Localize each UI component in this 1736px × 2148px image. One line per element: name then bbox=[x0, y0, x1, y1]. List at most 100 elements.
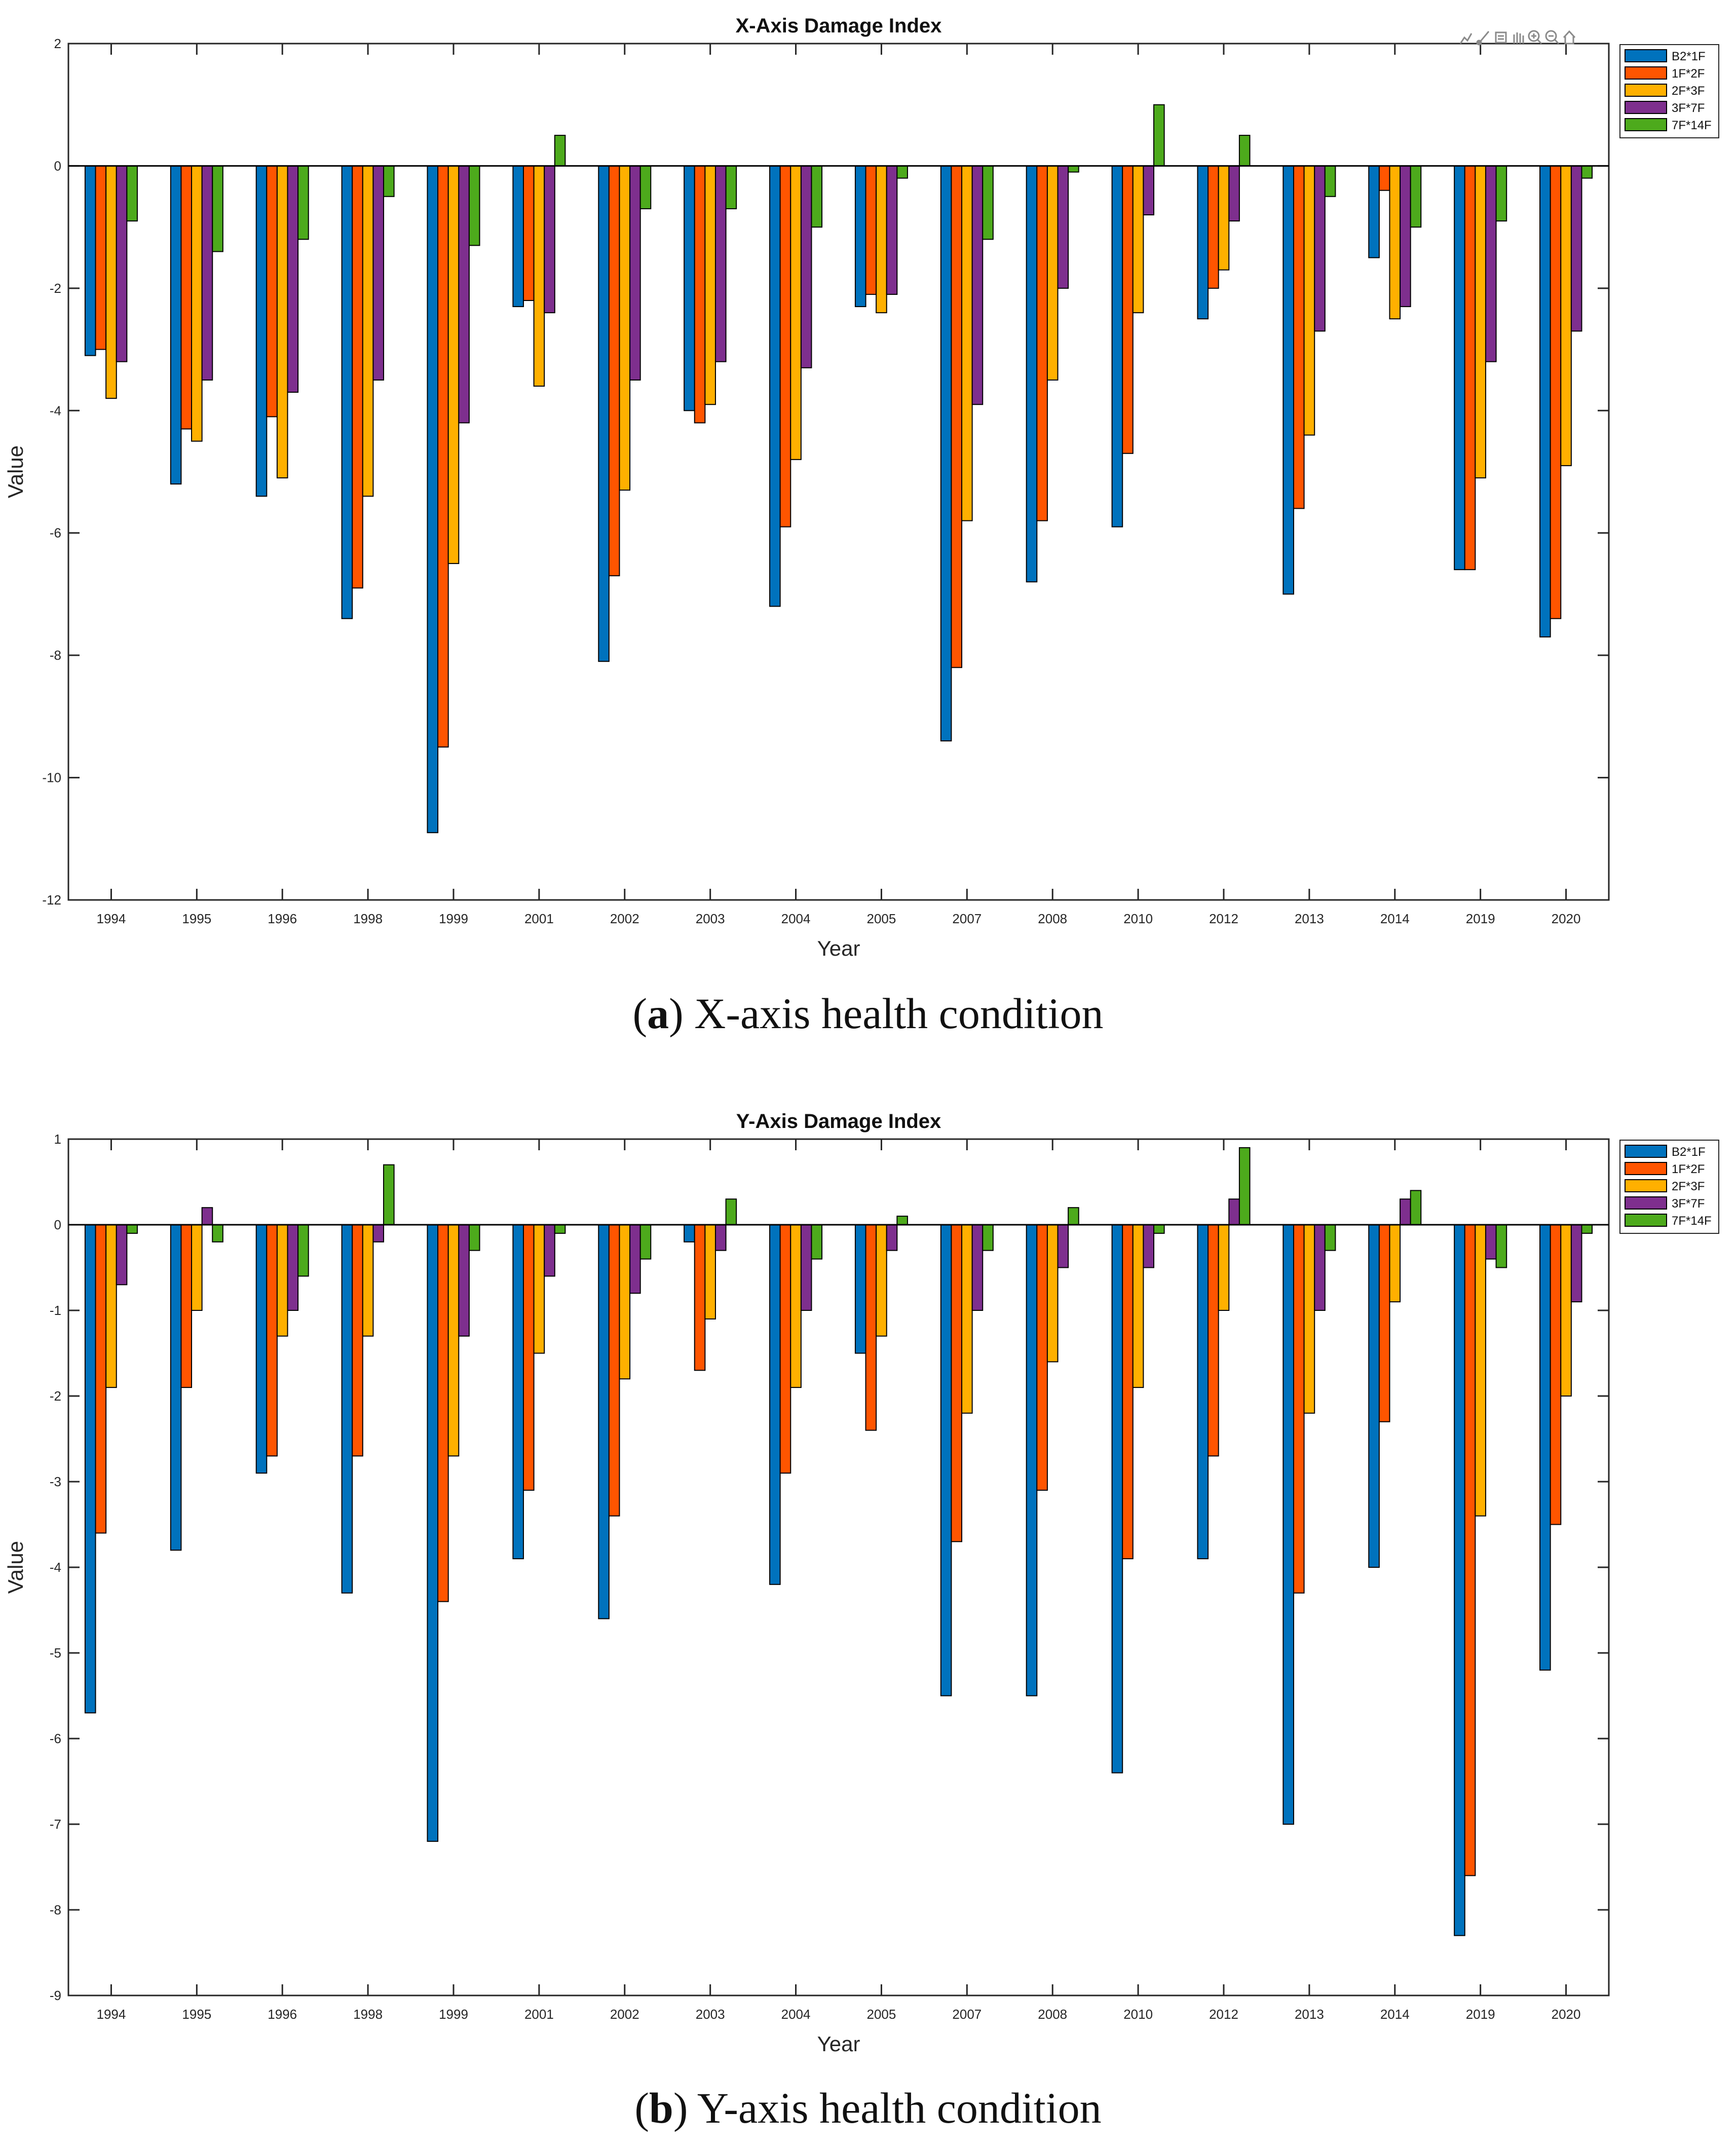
bar-B2*1F-1994 bbox=[84, 165, 96, 356]
y-axis-label: Value bbox=[4, 445, 27, 498]
bar-7F*14F-2013 bbox=[1324, 165, 1336, 197]
bar-B2*1F-2001 bbox=[512, 165, 524, 308]
bar-3F*7F-2008 bbox=[1057, 1224, 1069, 1268]
bar-1F*2F-2019 bbox=[1464, 165, 1476, 571]
bar-2F*3F-2005 bbox=[876, 165, 887, 314]
y-tick-label: -12 bbox=[42, 892, 61, 908]
bar-3F*7F-2010 bbox=[1143, 1224, 1155, 1268]
bar-1F*2F-2010 bbox=[1122, 1224, 1134, 1560]
legend-label-1F*2F: 1F*2F bbox=[1672, 1162, 1705, 1176]
bar-3F*7F-1999 bbox=[458, 1224, 470, 1337]
bar-B2*1F-2003 bbox=[684, 1224, 695, 1242]
bar-7F*14F-2010 bbox=[1153, 1224, 1165, 1234]
series-3F*7F bbox=[116, 165, 1582, 424]
bar-B2*1F-2003 bbox=[684, 165, 695, 411]
bar-3F*7F-2010 bbox=[1143, 165, 1155, 215]
legend-label-B2*1F: B2*1F bbox=[1672, 50, 1706, 63]
bar-1F*2F-1994 bbox=[95, 165, 107, 350]
bar-B2*1F-2014 bbox=[1368, 1224, 1380, 1568]
bar-B2*1F-1995 bbox=[170, 165, 182, 485]
x-tick-label: 2012 bbox=[1209, 911, 1238, 926]
x-tick-label: 2001 bbox=[524, 911, 554, 926]
y-tick-label: -4 bbox=[50, 403, 61, 418]
pan-icon[interactable] bbox=[1513, 32, 1524, 44]
bar-3F*7F-2004 bbox=[800, 165, 812, 368]
x-tick-label: 2020 bbox=[1552, 2007, 1581, 2022]
bar-2F*3F-2001 bbox=[533, 165, 545, 387]
datatip-icon[interactable] bbox=[1495, 31, 1507, 44]
bar-1F*2F-2003 bbox=[694, 165, 706, 424]
zoom-out-icon[interactable] bbox=[1545, 30, 1560, 45]
x-tick-label: 1996 bbox=[268, 2007, 297, 2022]
bar-2F*3F-2007 bbox=[961, 165, 973, 521]
bar-3F*7F-2005 bbox=[886, 165, 898, 295]
bar-2F*3F-2001 bbox=[533, 1224, 545, 1354]
legend-label-7F*14F: 7F*14F bbox=[1672, 119, 1712, 132]
series-1F*2F bbox=[95, 1224, 1562, 1876]
bar-3F*7F-2019 bbox=[1485, 1224, 1497, 1260]
caption-b-text: Y-axis health condition bbox=[697, 2084, 1102, 2132]
bar-B2*1F-2019 bbox=[1454, 1224, 1465, 1936]
bar-B2*1F-2012 bbox=[1197, 165, 1209, 320]
y-tick-label: -5 bbox=[50, 1645, 61, 1661]
y-tick-label: 2 bbox=[54, 36, 61, 51]
bar-1F*2F-2010 bbox=[1122, 165, 1134, 454]
bar-3F*7F-2007 bbox=[971, 165, 984, 405]
legend-label-2F*3F: 2F*3F bbox=[1672, 1180, 1705, 1193]
chart-x-axis: 2 0 -2 -4 -6 -8 -10 -12 1994 1995 1996 1998 1999 2001… bbox=[4, 15, 1719, 960]
legend-swatch-7F*14F bbox=[1625, 1214, 1667, 1227]
bar-B2*1F-1996 bbox=[255, 1224, 268, 1474]
home-icon[interactable] bbox=[1563, 30, 1576, 45]
bar-B2*1F-2013 bbox=[1282, 165, 1294, 595]
bar-1F*2F-2014 bbox=[1378, 165, 1390, 191]
bar-3F*7F-1996 bbox=[287, 1224, 299, 1311]
bar-1F*2F-2007 bbox=[951, 1224, 963, 1542]
bar-B2*1F-1998 bbox=[341, 165, 353, 619]
bar-2F*3F-2004 bbox=[790, 165, 802, 460]
bar-B2*1F-1999 bbox=[427, 1224, 439, 1842]
bar-B2*1F-2007 bbox=[940, 165, 952, 742]
y-tick-label: -9 bbox=[50, 1988, 61, 2003]
bar-2F*3F-1998 bbox=[362, 165, 374, 497]
bar-3F*7F-2013 bbox=[1314, 165, 1326, 332]
bar-7F*14F-2012 bbox=[1238, 1147, 1251, 1225]
bar-B2*1F-2008 bbox=[1026, 165, 1038, 583]
bar-7F*14F-2012 bbox=[1238, 135, 1251, 167]
bar-2F*3F-2013 bbox=[1303, 165, 1315, 436]
bar-3F*7F-2002 bbox=[629, 165, 641, 381]
bar-B2*1F-1996 bbox=[255, 165, 268, 497]
y-tick-label: 0 bbox=[54, 1217, 61, 1232]
bar-7F*14F-2002 bbox=[639, 1224, 652, 1260]
bar-7F*14F-2019 bbox=[1495, 165, 1507, 222]
chart-y-axis: 1 0 -1 -2 -3 -4 -5 -6 -7 -8 -9 1994 1995 1996 1998 1999… bbox=[4, 1110, 1719, 2056]
bar-3F*7F-1999 bbox=[458, 165, 470, 424]
x-tick-label: 1999 bbox=[439, 2007, 468, 2022]
bar-3F*7F-2003 bbox=[714, 1224, 727, 1251]
legend-swatch-3F*7F bbox=[1625, 101, 1667, 114]
bar-B2*1F-1998 bbox=[341, 1224, 353, 1594]
bar-2F*3F-2010 bbox=[1132, 165, 1144, 314]
bar-7F*14F-2007 bbox=[982, 165, 994, 240]
bar-1F*2F-2020 bbox=[1550, 165, 1562, 619]
export-icon[interactable] bbox=[1459, 33, 1473, 44]
bar-7F*14F-1996 bbox=[297, 1224, 309, 1277]
x-tick-label: 2002 bbox=[610, 2007, 639, 2022]
plot-area bbox=[67, 1138, 1610, 1996]
bar-1F*2F-2003 bbox=[694, 1224, 706, 1371]
bar-3F*7F-2005 bbox=[886, 1224, 898, 1251]
bar-7F*14F-2010 bbox=[1153, 104, 1165, 167]
brush-icon[interactable] bbox=[1476, 31, 1490, 46]
bar-7F*14F-2008 bbox=[1068, 1207, 1079, 1225]
bar-1F*2F-2002 bbox=[608, 165, 620, 577]
bar-B2*1F-2020 bbox=[1539, 165, 1551, 637]
series-1F*2F bbox=[95, 165, 1562, 748]
bar-2F*3F-2008 bbox=[1046, 165, 1059, 381]
bar-2F*3F-2004 bbox=[790, 1224, 802, 1388]
bar-7F*14F-1994 bbox=[126, 165, 138, 222]
x-tick-label: 1995 bbox=[182, 2007, 211, 2022]
x-tick-label: 1994 bbox=[97, 2007, 126, 2022]
zoom-in-icon[interactable] bbox=[1528, 30, 1542, 45]
bar-B2*1F-2002 bbox=[598, 1224, 610, 1619]
x-tick-label: 2013 bbox=[1295, 911, 1324, 926]
bar-B2*1F-2005 bbox=[854, 1224, 866, 1354]
